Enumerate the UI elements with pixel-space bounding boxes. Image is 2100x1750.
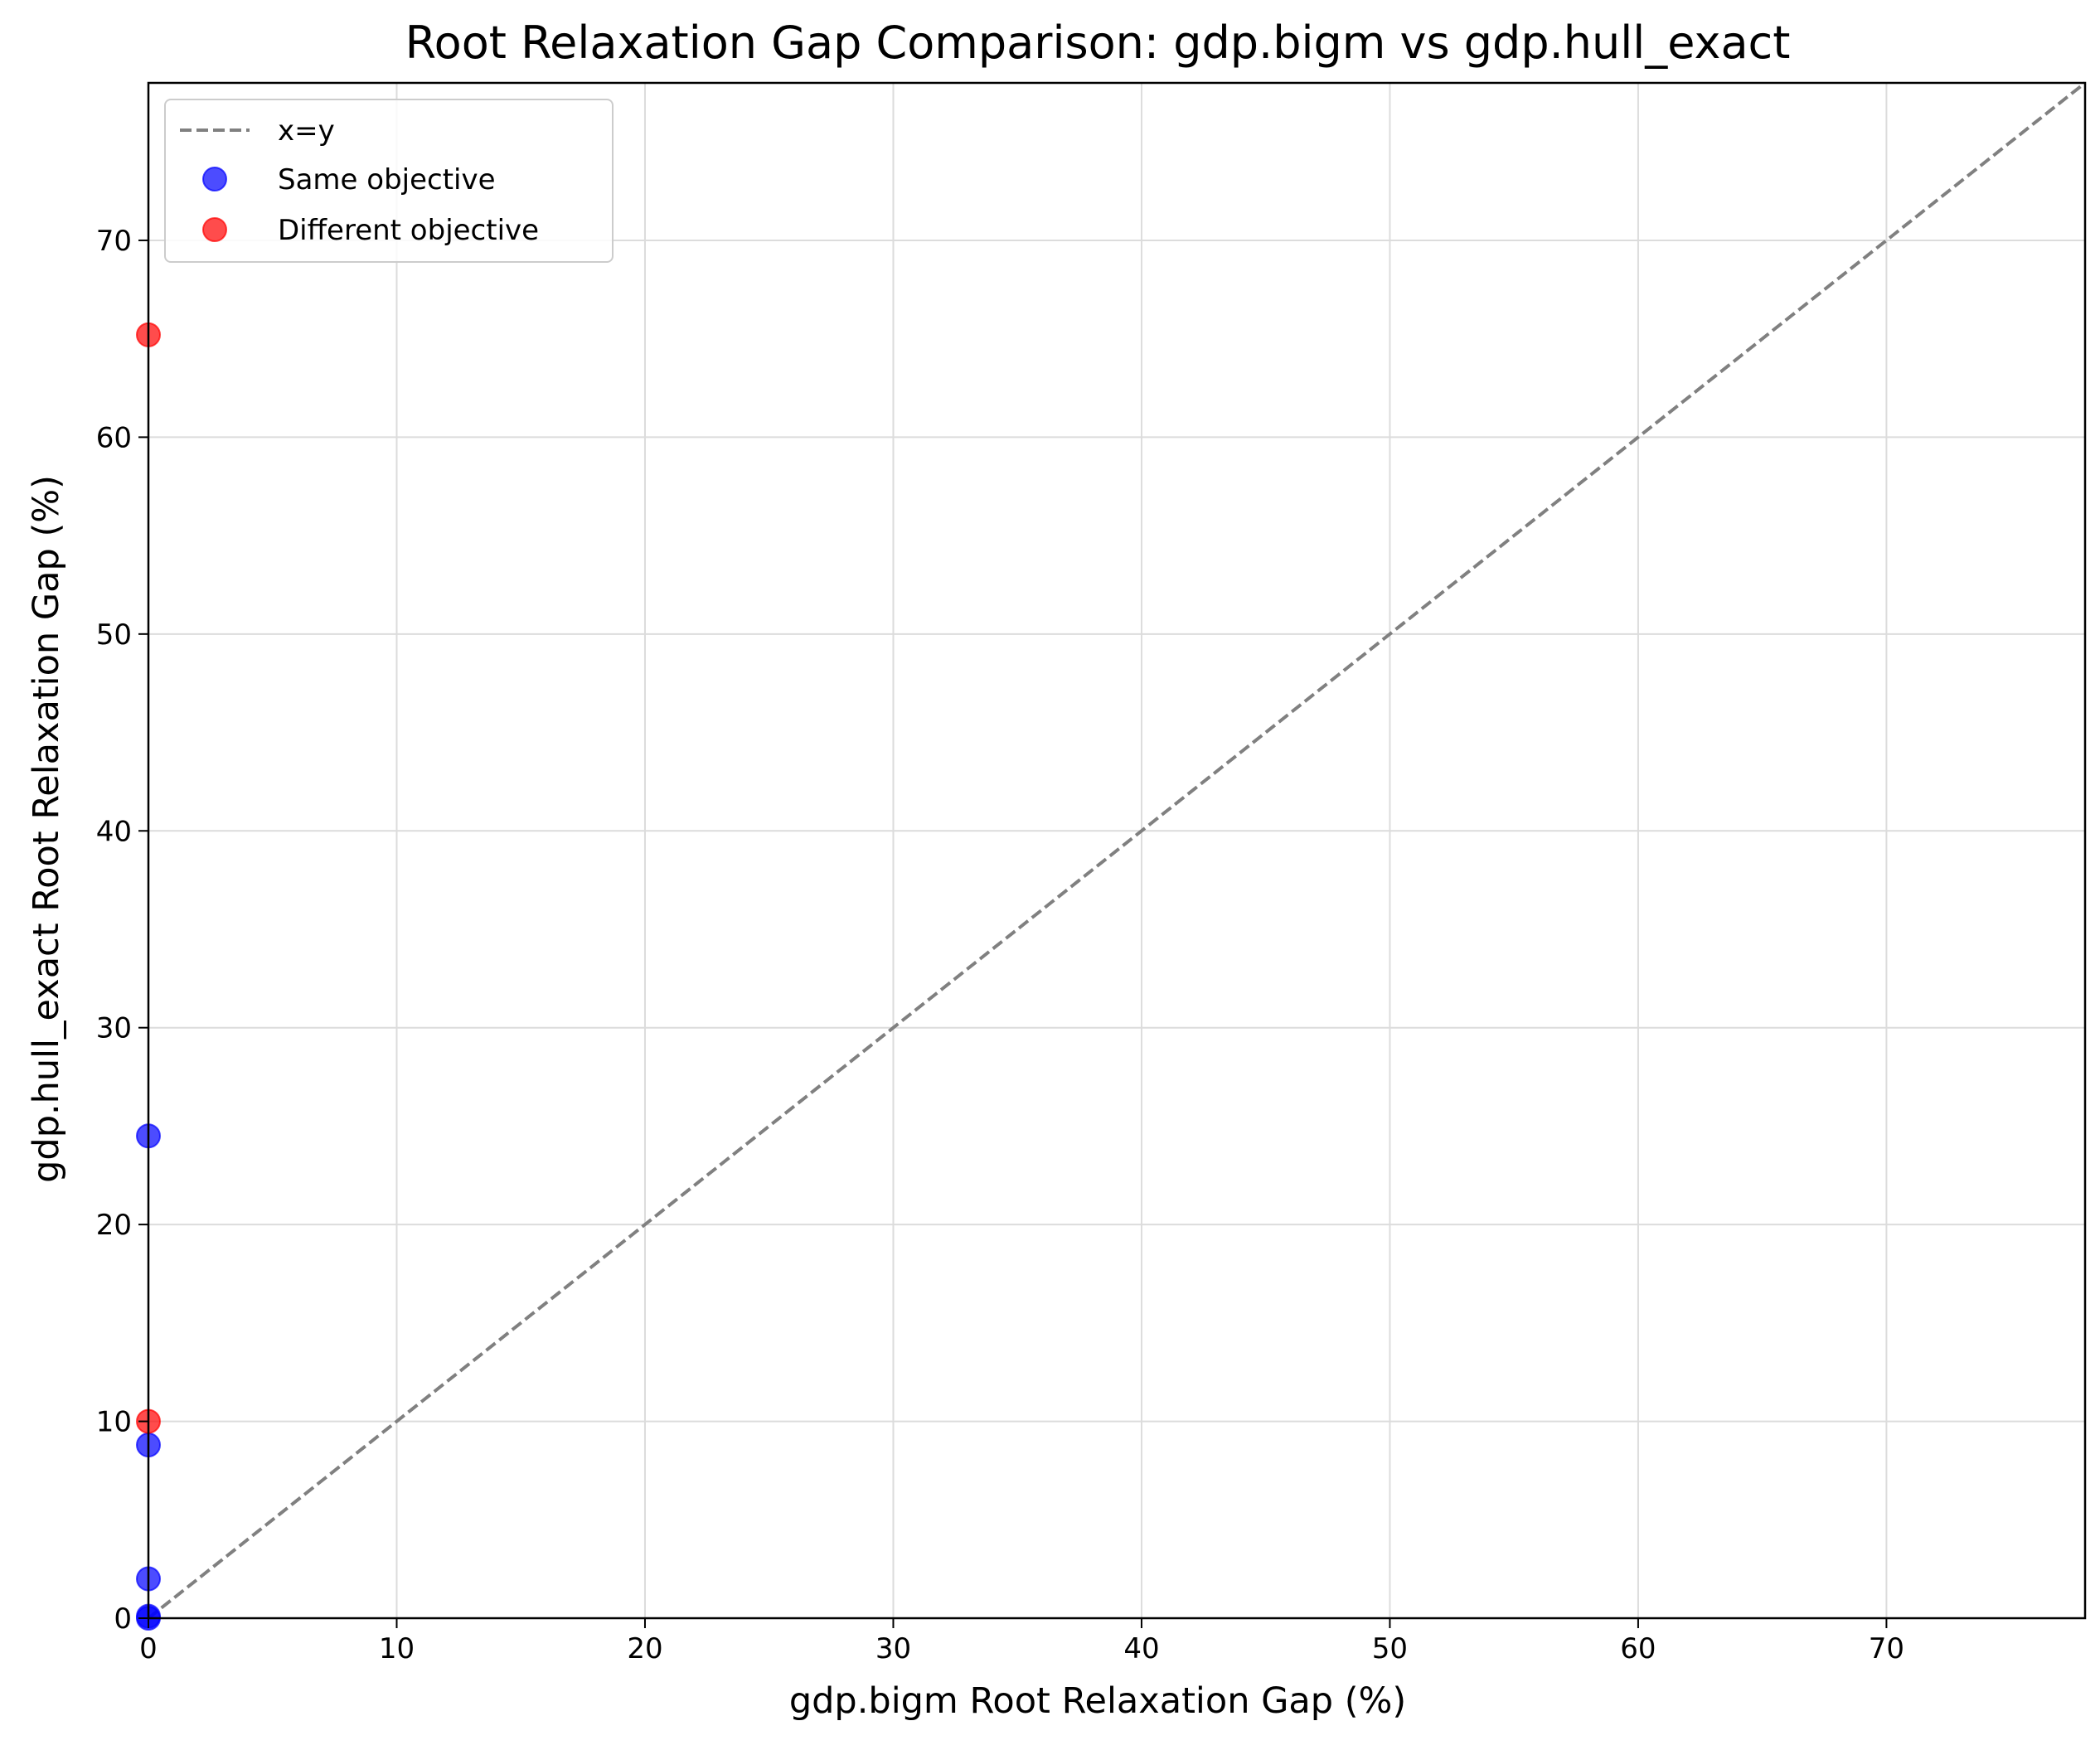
legend-label: Same objective — [278, 163, 496, 196]
grid-lines — [148, 83, 2085, 1619]
legend-box — [164, 99, 614, 263]
x-tick-label: 60 — [1620, 1632, 1656, 1665]
y-tick-label: 70 — [96, 225, 132, 258]
legend-marker-swatch — [202, 167, 227, 191]
x-tick-label: 30 — [875, 1632, 911, 1665]
x-axis-label: gdp.bigm Root Relaxation Gap (%) — [789, 1680, 1406, 1722]
chart-title: Root Relaxation Gap Comparison: gdp.bigm… — [405, 17, 1791, 69]
reference-line-group — [147, 81, 2087, 1620]
legend-label: Different objective — [278, 214, 539, 247]
plot-frame — [147, 81, 2087, 1620]
x-tick-label: 40 — [1123, 1632, 1159, 1665]
x-tick-label: 50 — [1372, 1632, 1408, 1665]
legend-label: x=y — [278, 114, 335, 148]
x-equals-y-line — [147, 81, 2087, 1620]
y-tick-label: 60 — [96, 421, 132, 454]
x-axis-ticks: 0 10 20 30 40 50 60 70 — [139, 1618, 1904, 1665]
y-tick-label: 50 — [96, 618, 132, 652]
y-tick-label: 30 — [96, 1012, 132, 1045]
x-tick-label: 20 — [627, 1632, 662, 1665]
y-axis-ticks: 0 10 20 30 40 50 60 70 — [96, 225, 148, 1636]
x-tick-label: 10 — [379, 1632, 415, 1665]
y-tick-label: 10 — [96, 1406, 132, 1439]
legend: x=y Same objective Different objective — [164, 99, 614, 263]
y-tick-label: 20 — [96, 1209, 132, 1242]
y-axis-label: gdp.hull_exact Root Relaxation Gap (%) — [26, 475, 67, 1183]
y-tick-label: 0 — [114, 1602, 132, 1636]
x-tick-label: 70 — [1869, 1632, 1904, 1665]
legend-marker-swatch — [202, 217, 227, 242]
x-tick-label: 0 — [139, 1632, 158, 1665]
y-tick-label: 40 — [96, 815, 132, 848]
